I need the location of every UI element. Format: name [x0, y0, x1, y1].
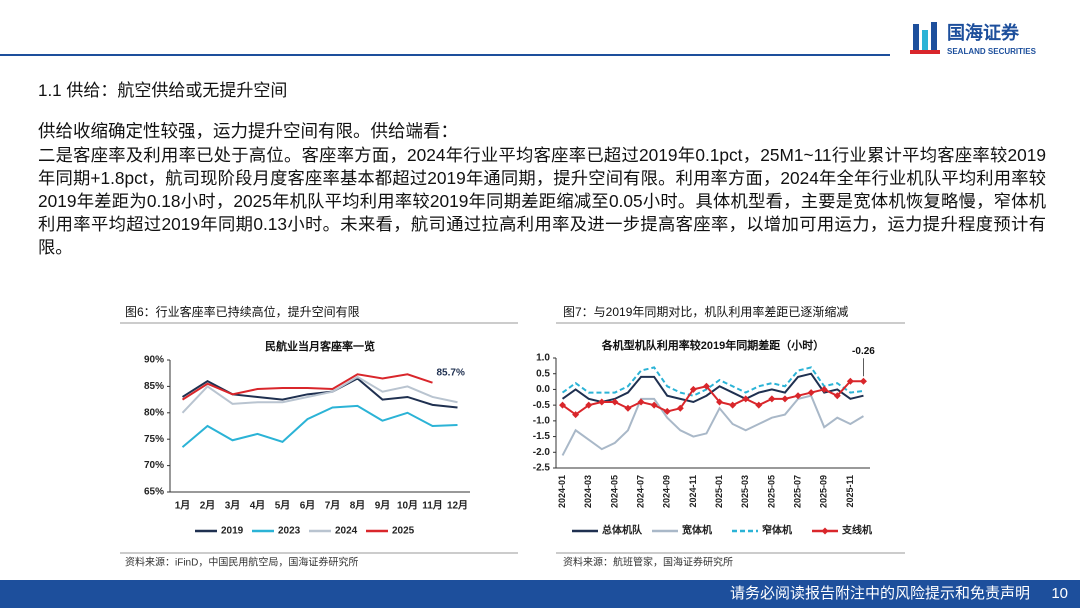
data-label: 85.7%	[437, 367, 465, 378]
series-line	[181, 375, 458, 414]
point-marker	[794, 392, 802, 400]
legend-label: 2019	[221, 526, 244, 537]
x-tick-label: 12月	[447, 500, 468, 512]
logo-text: 国海证券	[947, 22, 1020, 43]
series-line	[181, 404, 458, 448]
series-line	[181, 377, 458, 409]
legend-label: 2025	[392, 526, 415, 537]
x-tick-label: 2024-01	[557, 475, 567, 508]
point-marker	[585, 401, 593, 409]
y-tick-label: -0.5	[533, 400, 551, 411]
point-marker	[598, 398, 606, 406]
point-marker	[559, 401, 567, 409]
x-tick-label: 5月	[275, 500, 291, 512]
x-tick-label: 2025-09	[819, 475, 829, 508]
point-marker	[781, 395, 789, 403]
y-tick-label: 70%	[144, 460, 164, 471]
chart-title: 各机型机队利用率较2019年同期差距（小时）	[601, 338, 824, 352]
annotation: -0.26	[852, 346, 875, 357]
point-marker	[846, 377, 854, 385]
point-marker	[729, 401, 737, 409]
point-marker	[650, 401, 658, 409]
x-tick-label: 8月	[350, 500, 366, 512]
section-title: 1.1 供给：航空供给或无提升空间	[38, 81, 288, 100]
footer-bar	[0, 580, 1080, 608]
x-tick-label: 2025-03	[740, 475, 750, 508]
chart-source: 资料来源：iFinD，中国民用航空局，国海证券研究所	[125, 556, 358, 569]
series-line	[561, 366, 864, 397]
point-marker	[859, 377, 867, 385]
x-tick-label: 2024-11	[688, 475, 698, 508]
y-tick-label: -2.5	[533, 463, 551, 474]
series-line	[561, 380, 864, 416]
legend-label: 总体机队	[602, 524, 643, 537]
y-tick-label: 0.0	[536, 384, 550, 395]
y-tick-label: 1.0	[536, 353, 550, 364]
point-marker	[807, 389, 815, 397]
x-tick-label: 10月	[397, 500, 418, 512]
series-line	[561, 372, 864, 404]
y-tick-label: 75%	[144, 434, 164, 445]
y-tick-label: -2.0	[533, 447, 551, 458]
legend-label: 支线机	[841, 524, 872, 537]
point-marker	[716, 398, 724, 406]
x-tick-label: 7月	[325, 500, 341, 512]
y-tick-label: 80%	[144, 407, 164, 418]
x-tick-label: 2024-09	[662, 475, 672, 508]
point-marker	[755, 401, 763, 409]
x-tick-label: 11月	[422, 500, 443, 512]
legend-label: 2024	[335, 526, 358, 537]
x-tick-label: 9月	[375, 500, 391, 512]
page-number: 10	[1051, 585, 1068, 602]
point-marker	[768, 395, 776, 403]
y-tick-label: 65%	[144, 487, 164, 498]
chart-caption: 图7：与2019年同期对比，机队利用率差距已逐渐缩减	[563, 304, 848, 319]
x-tick-label: 2024-03	[583, 475, 593, 508]
point-marker	[624, 404, 632, 412]
body-paragraph: 二是客座率及利用率已处于高位。客座率方面，2024年行业平均客座率已超过2019…	[38, 145, 1046, 257]
point-marker	[742, 395, 750, 403]
x-tick-label: 2025-07	[792, 475, 802, 508]
chart-title: 民航业当月客座率一览	[265, 339, 375, 353]
footer-disclaimer: 请务必阅读报告附注中的风险提示和免责声明	[730, 584, 1030, 602]
x-tick-label: 4月	[250, 500, 266, 512]
x-tick-label: 2024-05	[609, 475, 619, 508]
point-marker	[572, 411, 580, 419]
point-marker	[663, 407, 671, 415]
x-tick-label: 2024-07	[635, 475, 645, 508]
x-tick-label: 2025-05	[766, 475, 776, 508]
point-marker	[611, 398, 619, 406]
y-tick-label: 90%	[144, 355, 164, 366]
chart-caption: 图6：行业客座率已持续高位，提升空间有限	[125, 304, 360, 319]
legend-label: 2023	[278, 526, 301, 537]
y-tick-label: -1.5	[533, 431, 551, 442]
point-marker	[637, 398, 645, 406]
legend-label: 宽体机	[681, 524, 712, 537]
x-tick-label: 2025-01	[714, 475, 724, 508]
x-tick-label: 6月	[300, 500, 316, 512]
series-line	[561, 394, 864, 456]
logo-mark	[910, 22, 940, 54]
x-tick-label: 2025-11	[845, 475, 855, 508]
point-marker	[833, 392, 841, 400]
point-marker	[689, 385, 697, 393]
legend-marker	[821, 527, 829, 535]
x-tick-label: 2月	[200, 500, 216, 512]
series-line	[181, 373, 433, 401]
logo-subtext: SEALAND SECURITIES	[947, 47, 1037, 56]
point-marker	[676, 404, 684, 412]
y-tick-label: 85%	[144, 381, 164, 392]
legend-label: 窄体机	[762, 524, 792, 537]
y-tick-label: 0.5	[536, 368, 550, 379]
x-tick-label: 3月	[225, 500, 241, 512]
chart-source: 资料来源：航班管家，国海证券研究所	[563, 556, 733, 569]
point-marker	[820, 385, 828, 393]
y-tick-label: -1.0	[533, 415, 551, 426]
x-tick-label: 1月	[175, 500, 191, 512]
lead-text: 供给收缩确定性较强，运力提升空间有限。供给端看：	[38, 121, 458, 141]
point-marker	[702, 382, 710, 390]
